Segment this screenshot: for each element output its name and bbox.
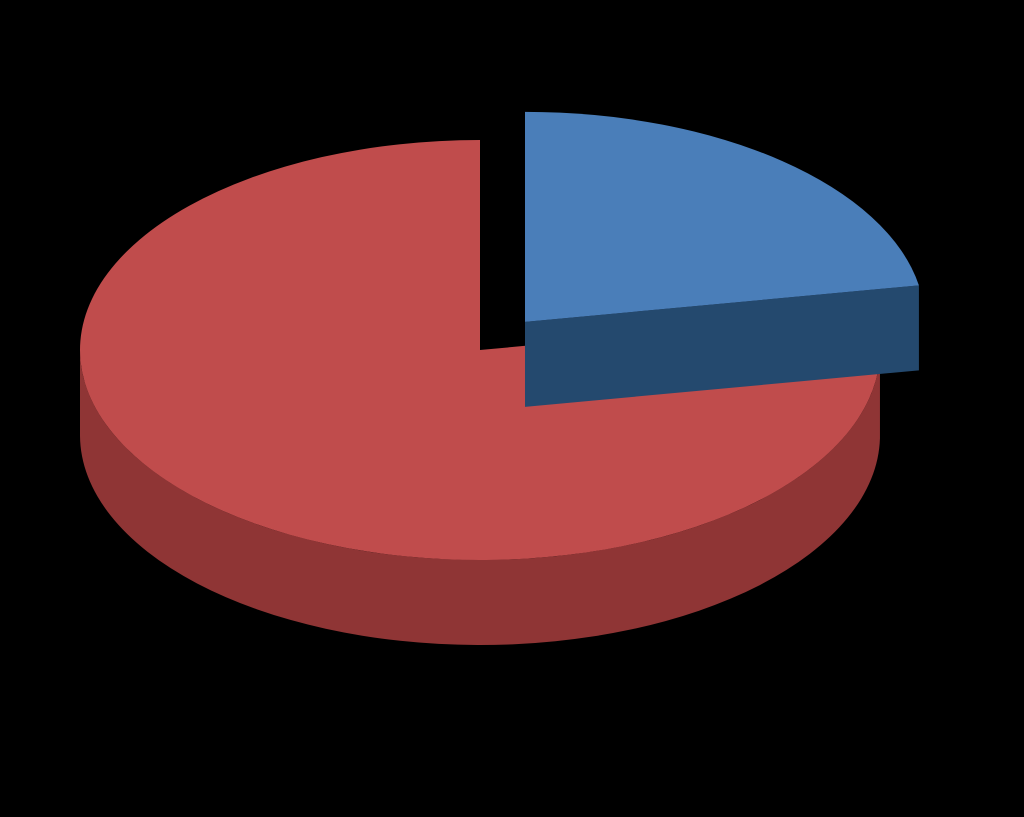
chart-container [0,0,1024,817]
pie-chart-3d [0,0,1024,817]
